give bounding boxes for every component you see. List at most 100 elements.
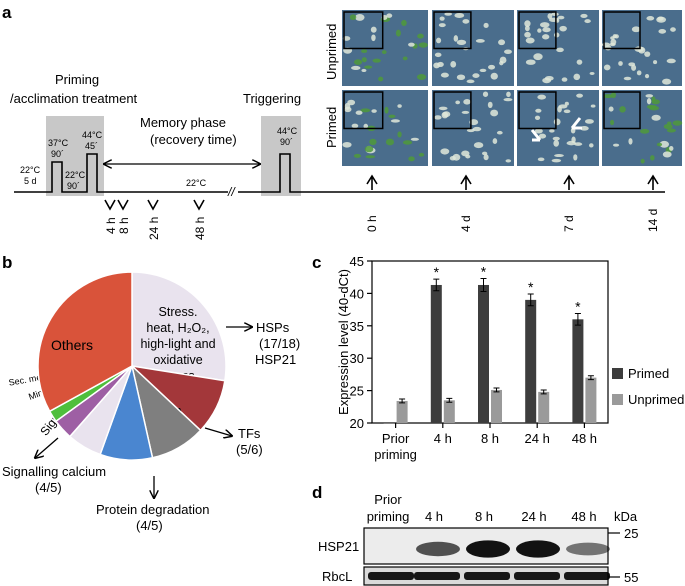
legend-label-unprimed: Unprimed [628,392,684,407]
seedling [439,16,445,21]
timepoint-label-4h: 4 h [104,217,118,234]
photo-inset-frame [518,91,557,130]
blot-lane-label-2: 8 h [475,509,493,524]
day-label-14d: 14 d [646,209,660,232]
seedling [401,19,407,26]
seedling [656,16,667,23]
seedling [381,50,387,55]
significance-star-1: * [434,264,440,280]
seedling [361,49,368,54]
seedling [584,119,594,124]
seedling [388,114,396,118]
seedling [361,68,367,73]
seedling [537,28,542,33]
bar-unprimed-4 [585,377,597,423]
seedling [416,74,427,81]
seedling [553,118,561,126]
break-mark: // [227,185,236,199]
seedling [579,126,589,131]
memory-title-1: Memory phase [140,115,226,130]
seedling [538,133,547,139]
seedling [659,140,670,148]
seedling [437,61,444,68]
bar-unprimed-3 [538,391,550,423]
seedling [662,78,672,85]
seedling [417,33,424,39]
seedling [650,155,655,161]
photo-primed-4d [432,90,514,166]
panel-b: b Stress. heat, H₂O₂, high-light and oxidat… [2,253,304,533]
seedling [402,140,413,145]
photo-primed-14d [602,90,683,166]
panel-b-label: b [2,253,12,272]
seedling [363,123,369,129]
panel-d: d Prior priming 4 h 8 h 24 h 48 h kDa HSP21 RbcL… [312,483,638,586]
priming-shade [46,116,104,196]
seedling [566,140,577,146]
seedling [360,108,371,113]
day-label-0h: 0 h [365,215,379,232]
seedling [576,93,583,98]
seedling [524,25,530,32]
x-tick-label-2: 8 h [481,431,499,446]
white-arrow-left [530,129,542,142]
seedling [553,139,560,147]
seedling [378,76,384,82]
seedling [372,58,381,63]
y-tick-label-30: 30 [350,351,364,366]
seedling [670,27,676,32]
callout-hsps: HSPs (17/18) HSP21 [255,320,304,367]
seedling [646,98,652,105]
triggering-shade [261,116,301,196]
blot-row-label-rbcl: RbcL [322,569,352,584]
seedling [482,91,489,97]
seedling [465,154,471,159]
blot-lane-label-0: Prior priming [367,492,410,524]
marker-label-55: 55 [624,570,638,585]
seedling [456,39,467,46]
seedling [483,154,489,161]
seedling [645,94,654,98]
temperature-trace [14,153,228,193]
y-tick-label-25: 25 [350,384,364,399]
timepoint-arrow-48h [193,199,205,211]
seedling [590,104,596,108]
timepoint-label-24h: 24 h [147,217,161,240]
seedling [651,96,656,102]
seedling [610,36,615,40]
seedling [490,109,499,117]
white-arrow-right [570,117,582,130]
seedling [534,115,541,120]
seedling [580,13,588,19]
bar-unprimed-0 [396,400,408,423]
y-tick-label-40: 40 [350,286,364,301]
seedling [557,105,562,113]
timepoint-markers: 4 h 8 h 24 h 48 h [104,199,207,240]
seedling [608,106,614,112]
seedling [450,60,457,68]
photo-unprimed-7d [517,10,599,86]
error-bar-primed-3 [527,293,534,307]
day-label-7d: 7 d [562,215,576,232]
photo-inset-frame [433,11,472,50]
priming-title-1: Priming [55,72,99,87]
seedling [666,128,676,133]
seedling [455,100,461,105]
seedling [525,59,536,65]
seedling [666,58,676,64]
photo-inset-frame [603,91,641,130]
seedling [554,32,560,38]
seedling [353,153,362,158]
photo-primed-7d [517,90,599,166]
band-rbcl-1 [414,572,460,580]
seedling [542,27,551,33]
seedling [631,64,637,71]
seedling [499,60,504,66]
seedling [537,157,545,162]
seedling [472,73,480,78]
seedling [456,74,466,81]
seedling [434,115,442,120]
seedling [369,138,377,145]
